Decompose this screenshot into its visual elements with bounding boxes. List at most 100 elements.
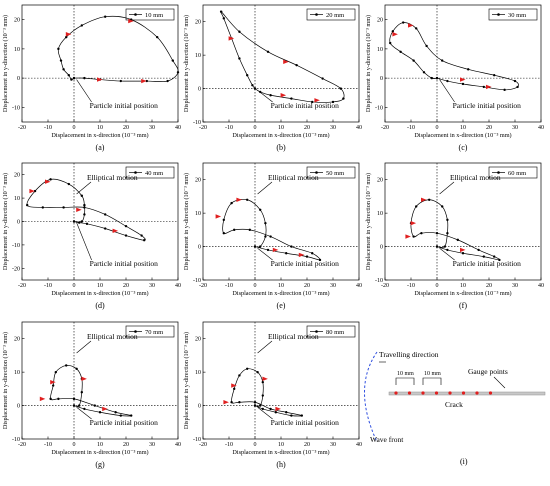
x-axis-title: Displacement in x-direction (10⁻³ mm) <box>232 132 329 139</box>
data-point <box>85 222 89 226</box>
data-point <box>269 94 272 97</box>
annotation-initial-position: Particle initial position <box>453 101 522 110</box>
data-point <box>412 235 415 238</box>
annotation-initial-position: Particle initial position <box>271 101 340 110</box>
data-point <box>264 221 267 225</box>
y-tick-label: 0 <box>17 220 20 226</box>
direction-arrow <box>298 252 305 258</box>
data-point <box>62 206 65 209</box>
data-point <box>256 370 259 374</box>
data-point <box>166 79 169 83</box>
data-point <box>119 79 123 83</box>
data-point <box>41 206 44 209</box>
x-tick-label: 20 <box>486 125 492 131</box>
x-tick-label: 10 <box>278 442 284 448</box>
annotation-initial-position: Particle initial position <box>90 418 159 427</box>
x-axis-title: Displacement in x-direction (10⁻³ mm) <box>414 132 511 139</box>
x-axis-title: Displacement in x-direction (10⁻³ mm) <box>232 290 329 297</box>
data-point <box>389 41 392 45</box>
direction-arrow <box>231 383 237 388</box>
y-tick-label: -10 <box>12 243 20 249</box>
data-point <box>461 252 465 255</box>
data-point <box>342 97 345 100</box>
x-tick-label: 40 <box>175 125 181 131</box>
data-point <box>446 79 449 83</box>
x-tick-label: -10 <box>407 283 415 289</box>
data-point <box>290 414 293 417</box>
trajectory-line <box>231 368 303 417</box>
data-point <box>230 401 233 404</box>
data-point <box>124 224 128 228</box>
panel-label: (d) <box>95 301 105 310</box>
data-point <box>70 78 73 81</box>
direction-arrow <box>29 188 35 194</box>
data-point <box>233 228 236 232</box>
x-tick-label: 40 <box>356 283 362 289</box>
data-point <box>222 17 225 20</box>
y-tick-label: 0 <box>17 404 20 410</box>
data-point <box>290 245 293 248</box>
data-point <box>285 252 288 255</box>
trajectory-line <box>389 22 519 91</box>
trajectory-line <box>410 199 501 261</box>
data-point <box>261 407 264 411</box>
data-point <box>266 248 270 252</box>
x-tick-label: 30 <box>149 125 155 131</box>
data-point <box>391 30 394 33</box>
data-point <box>83 206 86 209</box>
gauge-point <box>407 391 412 395</box>
data-point <box>441 205 444 208</box>
data-point <box>482 255 485 258</box>
x-tick-label: 10 <box>97 283 103 289</box>
data-point <box>331 100 335 104</box>
crack-line <box>388 391 546 396</box>
data-point <box>80 194 84 197</box>
data-point <box>67 74 71 77</box>
x-tick-label: 10 <box>97 125 103 131</box>
data-point <box>83 407 86 411</box>
data-point <box>104 227 107 230</box>
data-point <box>80 391 84 394</box>
x-axis-title: Displacement in x-direction (10⁻³ mm) <box>51 290 148 297</box>
x-tick-label: -10 <box>44 442 52 448</box>
annotation-elliptical-motion: Elliptical motion <box>450 173 501 182</box>
gauge-point <box>448 391 452 395</box>
data-point <box>238 374 241 377</box>
legend-label: 60 mm <box>508 170 526 177</box>
data-point <box>75 367 78 370</box>
data-point <box>114 411 117 414</box>
annotation-elliptical-motion: Elliptical motion <box>87 332 138 341</box>
x-tick-label: 30 <box>330 283 336 289</box>
x-tick-label: 10 <box>97 442 103 448</box>
data-point <box>467 68 470 71</box>
gauge-points-pointer <box>493 376 506 389</box>
x-tick-label: -10 <box>225 442 233 448</box>
direction-arrow <box>45 179 51 184</box>
x-tick-label: 10 <box>460 125 466 131</box>
data-point <box>33 189 37 193</box>
data-point <box>78 404 81 407</box>
direction-arrow <box>81 376 87 382</box>
y-axis-title: Displacement in y-direction (10⁻³ mm) <box>2 173 9 270</box>
direction-arrow <box>215 214 222 219</box>
legend-marker <box>134 330 137 333</box>
y-tick-label: 0 <box>380 245 383 251</box>
y-axis-title: Displacement in y-direction (10⁻³ mm) <box>2 15 9 112</box>
x-tick-label: -10 <box>225 283 233 289</box>
data-point <box>266 50 270 53</box>
legend-marker <box>315 330 318 333</box>
y-tick-label: 20 <box>14 18 20 24</box>
y-tick-label: -10 <box>375 105 383 111</box>
legend-box <box>306 325 356 338</box>
spacing-bracket-2 <box>422 377 442 385</box>
trajectory-line <box>57 15 179 83</box>
gauge-point <box>475 391 479 395</box>
annotation-elliptical-motion: Elliptical motion <box>268 173 319 182</box>
wave-front-label: Wave front <box>370 435 404 444</box>
annotation-pointer <box>76 181 92 195</box>
crack-schematic: Travelling direction 10 mm 10 mm Gauge p… <box>364 350 546 466</box>
y-tick-label: 0 <box>380 76 383 82</box>
x-tick-label: 20 <box>304 283 310 289</box>
